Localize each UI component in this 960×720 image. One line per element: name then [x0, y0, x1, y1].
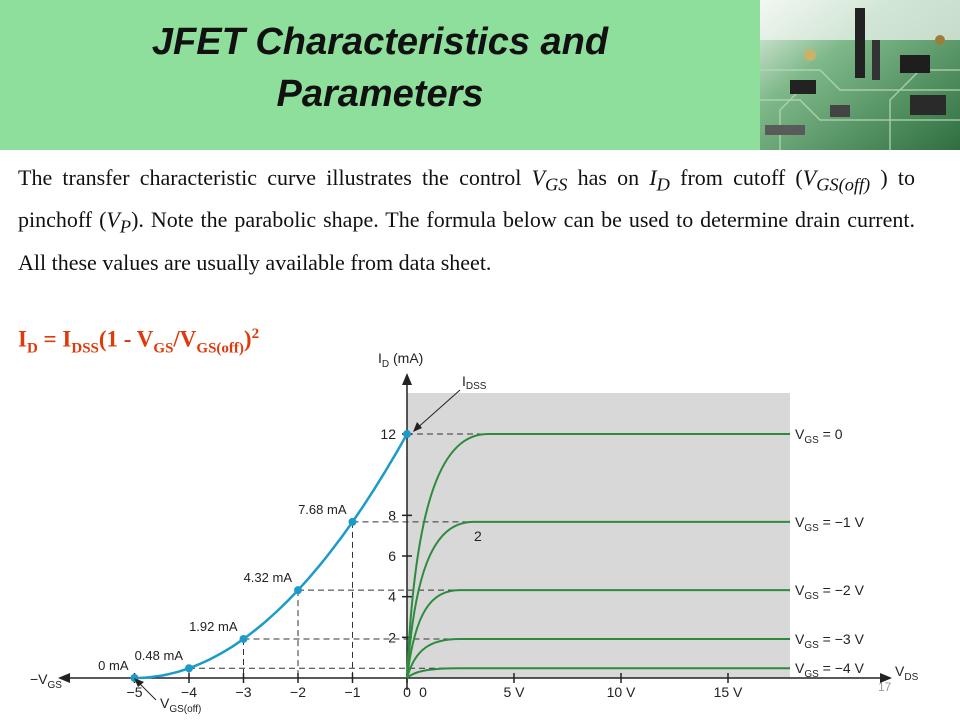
transfer-point — [239, 634, 248, 643]
axis-ticks: −5 −4 −3 −2 −1 0 0 5 V 10 V 15 V 12 8 6 4 2 — [127, 426, 744, 700]
x-right-tick-label: 10 V — [607, 684, 636, 700]
transfer-point-label: 0.48 mA — [135, 648, 184, 663]
body-paragraph: The transfer characteristic curve illust… — [18, 165, 915, 275]
transfer-point-label: 0 mA — [98, 658, 129, 673]
x-right-tick-label: 15 V — [714, 684, 743, 700]
x-right-tick-label: 5 V — [503, 684, 525, 700]
x-left-tick-label: −2 — [290, 684, 306, 700]
x-left-tick-label: 0 — [403, 684, 411, 700]
x-left-tick-label: −5 — [127, 684, 143, 700]
saturation-region-shading — [407, 393, 790, 678]
title-line-1: JFET Characteristics and — [151, 21, 609, 63]
drain-curve — [406, 589, 790, 679]
svg-text:IDSS: IDSS — [462, 373, 487, 392]
drain-current-formula: ID = IDSS(1 - VGS/VGS(off))2 — [18, 326, 260, 357]
x-left-axis-title: −VGS — [30, 671, 62, 691]
transfer-point — [403, 430, 411, 439]
y-tick-label: 8 — [388, 507, 396, 523]
transfer-point — [185, 664, 193, 673]
drain-curve — [406, 667, 790, 679]
y-tick-label: 12 — [380, 426, 396, 442]
drain-curve — [406, 433, 790, 679]
transfer-point-label: 4.32 mA — [244, 570, 293, 585]
title-band — [0, 0, 760, 150]
y-tick-label: 2 — [388, 629, 396, 645]
drain-curve-label: VGS = −2 V — [795, 582, 865, 602]
transfer-point — [294, 586, 302, 595]
page-number: 17 — [878, 680, 892, 694]
x-left-tick-label: −3 — [236, 684, 252, 700]
y-tick-label: 4 — [388, 589, 396, 605]
svg-text:VGS(off): VGS(off) — [160, 695, 201, 715]
chart-labels: VGS = 0 VGS = −1 V VGS = −2 V VGS = −3 V VGS… — [98, 426, 864, 680]
transfer-point-label: 1.92 mA — [189, 619, 238, 634]
drain-curve-label: VGS = 0 — [795, 426, 843, 446]
transfer-point-label: 7.68 mA — [298, 502, 347, 517]
vgsoff-annotation: VGS(off) — [134, 678, 201, 715]
x-right-tick-label: 0 — [419, 684, 427, 700]
idss-label: I — [462, 373, 466, 389]
transfer-point — [348, 517, 357, 526]
drain-curve-label: VGS = −1 V — [795, 514, 865, 534]
title-line-2: Parameters — [276, 73, 484, 115]
x-left-tick-label: −1 — [345, 684, 361, 700]
drain-curve — [406, 637, 790, 679]
drain-curve-label: VGS = −3 V — [795, 631, 865, 651]
circuit-board-photo — [760, 0, 960, 150]
transfer-curve-line — [134, 433, 409, 680]
slide-title: JFET Characteristics and Parameters — [0, 16, 760, 120]
transfer-curve — [130, 430, 411, 682]
vgsoff-label: V — [160, 695, 170, 711]
drain-curves — [406, 433, 790, 679]
x-left-tick-label: −4 — [181, 684, 197, 700]
x-right-axis-title: VDS — [895, 663, 919, 683]
drain-curve — [406, 520, 790, 679]
knee-mark-label: 2 — [474, 528, 482, 544]
y-axis-title: ID (mA) — [378, 350, 423, 370]
drain-curve-label: VGS = −4 V — [795, 660, 865, 680]
idss-annotation: IDSS — [413, 373, 487, 432]
y-tick-label: 6 — [388, 548, 396, 564]
